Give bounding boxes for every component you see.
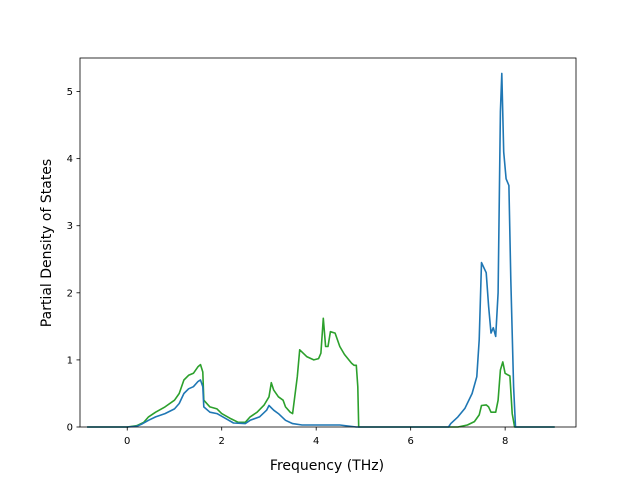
y-tick-label: 4 (67, 154, 73, 165)
x-tick-label: 2 (219, 436, 225, 447)
series-line-2 (87, 72, 555, 428)
x-tick-label: 0 (124, 436, 130, 447)
y-axis-title: Partial Density of States (39, 159, 55, 327)
series-lines (87, 72, 555, 428)
series-line-1 (87, 317, 555, 428)
x-axis-title: Frequency (THz) (270, 458, 384, 474)
x-tick-label: 6 (407, 436, 413, 447)
x-tick-label: 4 (313, 436, 319, 447)
plot-frame (79, 57, 577, 428)
axes: 0 2 4 6 8 0 1 2 3 4 5 (67, 57, 577, 447)
y-tick-label: 5 (67, 87, 73, 98)
y-tick-label: 3 (67, 221, 73, 232)
y-tick-label: 2 (67, 288, 73, 299)
y-tick-label: 1 (67, 355, 73, 366)
x-tick-label: 8 (502, 436, 508, 447)
y-tick-label: 0 (67, 423, 73, 434)
